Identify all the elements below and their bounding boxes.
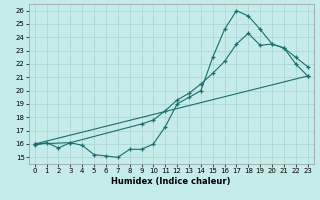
X-axis label: Humidex (Indice chaleur): Humidex (Indice chaleur) (111, 177, 231, 186)
